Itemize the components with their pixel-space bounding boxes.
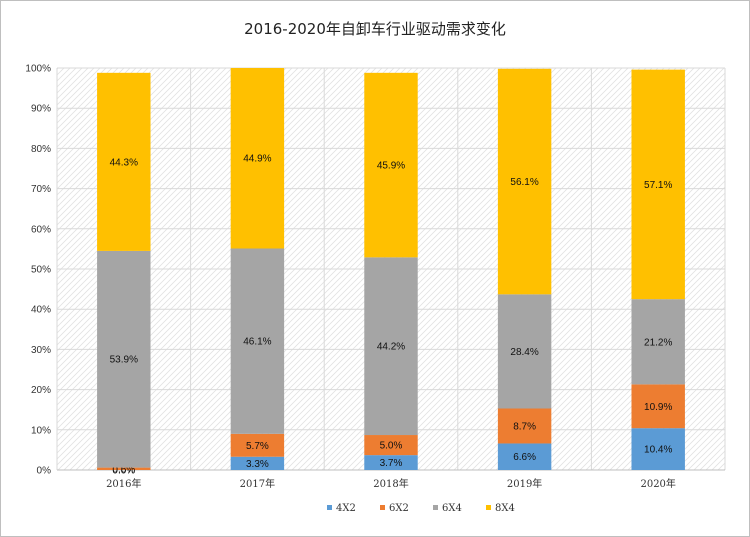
y-tick-label: 40% xyxy=(31,305,51,316)
data-label: 53.9% xyxy=(110,355,138,366)
bar-segment xyxy=(364,455,418,470)
data-label: 56.1% xyxy=(510,177,538,188)
x-tick-label: 2020年 xyxy=(640,477,675,490)
data-label: 28.4% xyxy=(510,347,538,358)
legend-label: 6X4 xyxy=(442,503,462,514)
data-label: 45.9% xyxy=(377,161,405,172)
y-tick-label: 0% xyxy=(37,466,52,477)
chart-title: 2016-2020年自卸车行业驱动需求变化 xyxy=(244,20,506,38)
legend-label: 6X2 xyxy=(389,503,409,514)
bar-segment xyxy=(497,443,552,470)
bar-segment xyxy=(631,299,685,385)
legend-swatch xyxy=(433,505,438,510)
bar-segment xyxy=(631,69,685,300)
bar-segment xyxy=(97,250,151,468)
bar-segment xyxy=(631,428,685,470)
data-label: 10.9% xyxy=(644,402,672,413)
data-label: 44.9% xyxy=(243,154,271,165)
bar-segment xyxy=(97,72,151,251)
y-tick-label: 100% xyxy=(25,64,51,75)
y-tick-label: 90% xyxy=(31,104,51,115)
data-label: 44.3% xyxy=(110,157,138,168)
y-tick-label: 20% xyxy=(31,385,51,396)
data-label: 8.7% xyxy=(513,421,536,432)
data-label: 57.1% xyxy=(644,180,672,191)
y-tick-label: 60% xyxy=(31,224,51,235)
bar-segment xyxy=(364,72,418,258)
x-tick-label: 2019年 xyxy=(507,477,542,490)
bar-segment xyxy=(497,294,552,409)
data-label: 5.7% xyxy=(246,441,269,452)
bar-segment xyxy=(497,408,552,444)
bar-segment xyxy=(230,248,285,434)
data-label: 46.1% xyxy=(243,337,271,348)
bar-segment xyxy=(230,433,285,457)
bar-segment xyxy=(97,467,151,470)
data-label: 5.0% xyxy=(380,441,403,452)
x-tick-label: 2016年 xyxy=(106,477,141,490)
data-label: 0.0% xyxy=(112,466,135,477)
y-tick-label: 30% xyxy=(31,345,51,356)
legend-label: 4X2 xyxy=(336,503,356,514)
legend-label: 8X4 xyxy=(495,503,515,514)
bar-segment xyxy=(230,68,285,249)
y-tick-label: 50% xyxy=(31,265,51,276)
bar-segment xyxy=(497,68,552,295)
legend-swatch xyxy=(486,505,491,510)
data-label: 3.7% xyxy=(380,458,403,469)
legend-swatch xyxy=(327,505,332,510)
y-tick-label: 70% xyxy=(31,184,51,195)
y-tick-label: 10% xyxy=(31,425,51,436)
data-label: 6.6% xyxy=(513,452,536,463)
data-label: 21.2% xyxy=(644,337,672,348)
bar-segment xyxy=(364,435,418,456)
x-tick-label: 2017年 xyxy=(240,477,275,490)
data-label: 3.3% xyxy=(246,459,269,470)
y-tick-label: 80% xyxy=(31,144,51,155)
data-label: 44.2% xyxy=(377,342,405,353)
legend-swatch xyxy=(380,505,385,510)
bar-segment xyxy=(230,456,285,470)
data-label: 0.6% xyxy=(112,464,135,475)
data-label: 10.4% xyxy=(644,445,672,456)
bar-segment xyxy=(631,384,685,429)
x-tick-label: 2018年 xyxy=(373,477,408,490)
bar-segment xyxy=(364,257,418,436)
